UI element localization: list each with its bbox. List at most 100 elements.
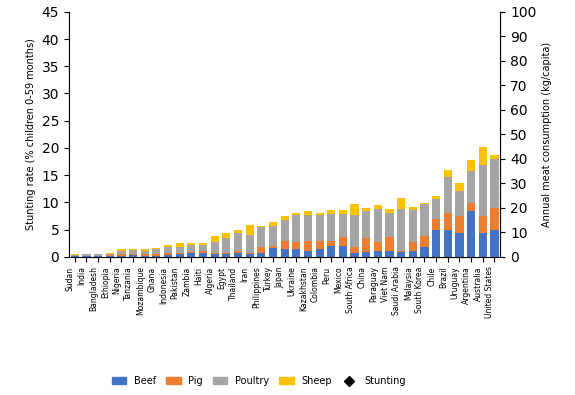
Bar	[94, 256, 102, 257]
Stunting	[398, 211, 405, 216]
Bar	[269, 246, 277, 248]
Bar	[432, 230, 440, 257]
Bar	[257, 226, 266, 228]
Bar	[281, 216, 289, 220]
Stunting	[293, 219, 300, 224]
Stunting	[83, 45, 90, 50]
Bar	[467, 211, 475, 257]
Bar	[223, 253, 231, 254]
Bar	[199, 251, 207, 253]
Bar	[467, 160, 475, 171]
Bar	[129, 255, 137, 257]
Bar	[327, 246, 335, 257]
Bar	[362, 211, 370, 238]
Bar	[257, 247, 266, 253]
Stunting	[211, 135, 218, 139]
Bar	[351, 247, 359, 253]
Bar	[351, 253, 359, 257]
Bar	[82, 254, 91, 256]
Bar	[117, 256, 125, 257]
Stunting	[177, 135, 183, 139]
Stunting	[164, 86, 171, 90]
Stunting	[71, 45, 78, 50]
Bar	[397, 198, 405, 209]
Bar	[223, 254, 231, 257]
Stunting	[433, 243, 440, 248]
Bar	[175, 253, 184, 254]
Bar	[490, 208, 499, 230]
Bar	[455, 233, 463, 257]
Bar	[223, 233, 231, 238]
Stunting	[188, 37, 195, 41]
Bar	[106, 254, 114, 255]
Bar	[234, 253, 242, 257]
Line: Stunting: Stunting	[71, 8, 498, 249]
Bar	[397, 252, 405, 257]
Bar	[420, 204, 428, 236]
Bar	[409, 207, 417, 210]
Bar	[467, 171, 475, 203]
Bar	[432, 196, 440, 199]
Stunting	[118, 75, 125, 79]
Stunting	[235, 165, 242, 169]
Bar	[187, 252, 196, 253]
Bar	[117, 254, 125, 256]
Bar	[455, 216, 463, 233]
Legend: Beef, Pig, Poultry, Sheep, Stunting: Beef, Pig, Poultry, Sheep, Stunting	[108, 372, 409, 390]
Bar	[362, 252, 370, 257]
Bar	[71, 254, 79, 256]
Bar	[187, 253, 196, 257]
Bar	[292, 213, 300, 215]
Bar	[234, 233, 242, 251]
Bar	[129, 249, 137, 250]
Bar	[420, 203, 428, 204]
Bar	[234, 251, 242, 253]
Stunting	[363, 211, 370, 216]
Bar	[257, 253, 266, 257]
Bar	[409, 251, 417, 257]
Bar	[129, 254, 137, 255]
Bar	[374, 209, 382, 242]
Bar	[187, 243, 196, 245]
Bar	[175, 243, 184, 247]
Bar	[374, 251, 382, 257]
Y-axis label: Annual meat consumption (kg/capita): Annual meat consumption (kg/capita)	[542, 42, 552, 227]
Bar	[246, 254, 254, 257]
Bar	[385, 251, 394, 257]
Bar	[432, 199, 440, 219]
Bar	[339, 237, 347, 246]
Stunting	[339, 181, 346, 186]
Stunting	[141, 56, 148, 60]
Bar	[385, 213, 394, 237]
Stunting	[246, 216, 253, 221]
Bar	[210, 242, 218, 253]
Bar	[316, 215, 324, 241]
Bar	[490, 230, 499, 257]
Bar	[385, 237, 394, 251]
Bar	[82, 256, 91, 257]
Y-axis label: Stunting rate (% children 0-59 months): Stunting rate (% children 0-59 months)	[26, 38, 36, 230]
Stunting	[409, 227, 416, 232]
Bar	[478, 216, 487, 233]
Bar	[199, 253, 207, 257]
Stunting	[491, 241, 498, 246]
Bar	[199, 245, 207, 251]
Bar	[164, 245, 172, 247]
Stunting	[281, 216, 288, 221]
Bar	[397, 251, 405, 252]
Bar	[420, 247, 428, 257]
Bar	[117, 251, 125, 254]
Bar	[432, 219, 440, 230]
Bar	[141, 251, 149, 254]
Bar	[385, 209, 394, 213]
Bar	[444, 170, 452, 177]
Bar	[292, 215, 300, 242]
Bar	[327, 210, 335, 214]
Bar	[129, 250, 137, 254]
Bar	[152, 249, 160, 254]
Bar	[490, 159, 499, 208]
Bar	[71, 256, 79, 257]
Bar	[106, 253, 114, 254]
Stunting	[200, 9, 206, 14]
Bar	[117, 249, 125, 251]
